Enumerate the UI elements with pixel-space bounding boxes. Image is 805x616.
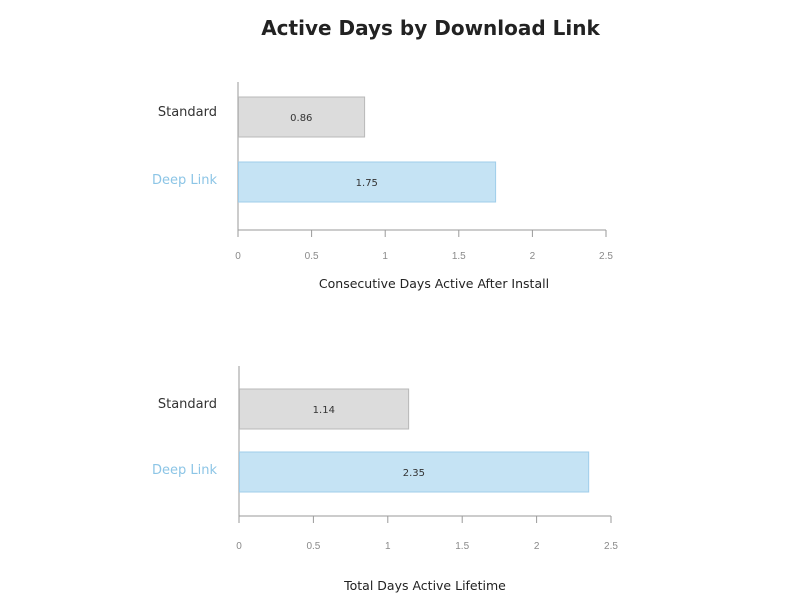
chart1-x-tick-label: 2	[530, 251, 536, 262]
chart2-x-tick-label: 0.5	[306, 541, 320, 552]
chart1-value-label: 1.75	[356, 178, 378, 189]
chart1-x-tick-label: 0.5	[305, 251, 319, 262]
chart1-x-tick-label: 1.5	[452, 251, 466, 262]
chart1-x-tick-label: 2.5	[599, 251, 613, 262]
chart1-x-tick-label: 0	[235, 251, 241, 262]
chart1-x-axis-title: Consecutive Days Active After Install	[319, 276, 549, 291]
chart1-bar-standard	[238, 96, 366, 138]
chart1-bar-deep-link	[238, 161, 497, 203]
chart2-category-label: Deep Link	[152, 463, 217, 478]
chart1-category-label: Standard	[158, 105, 217, 120]
chart2-category-label: Standard	[158, 397, 217, 412]
chart1-category-label: Deep Link	[152, 173, 217, 188]
chart2-x-tick-label: 0	[236, 541, 242, 552]
chart2-x-axis-title: Total Days Active Lifetime	[343, 578, 506, 593]
chart2-bar-standard	[239, 388, 410, 430]
chart2-x-tick-label: 2	[534, 541, 540, 552]
chart2-x-tick-label: 2.5	[604, 541, 618, 552]
chart1-x-tick-label: 1	[382, 251, 388, 262]
chart2-bar-deep-link	[239, 451, 590, 493]
chart2-x-tick-label: 1.5	[455, 541, 469, 552]
chart2-value-label: 1.14	[313, 405, 335, 416]
chart2-value-label: 2.35	[403, 468, 425, 479]
chart2-x-tick-label: 1	[385, 541, 391, 552]
chart-title: Active Days by Download Link	[261, 16, 600, 40]
chart1-value-label: 0.86	[290, 113, 312, 124]
